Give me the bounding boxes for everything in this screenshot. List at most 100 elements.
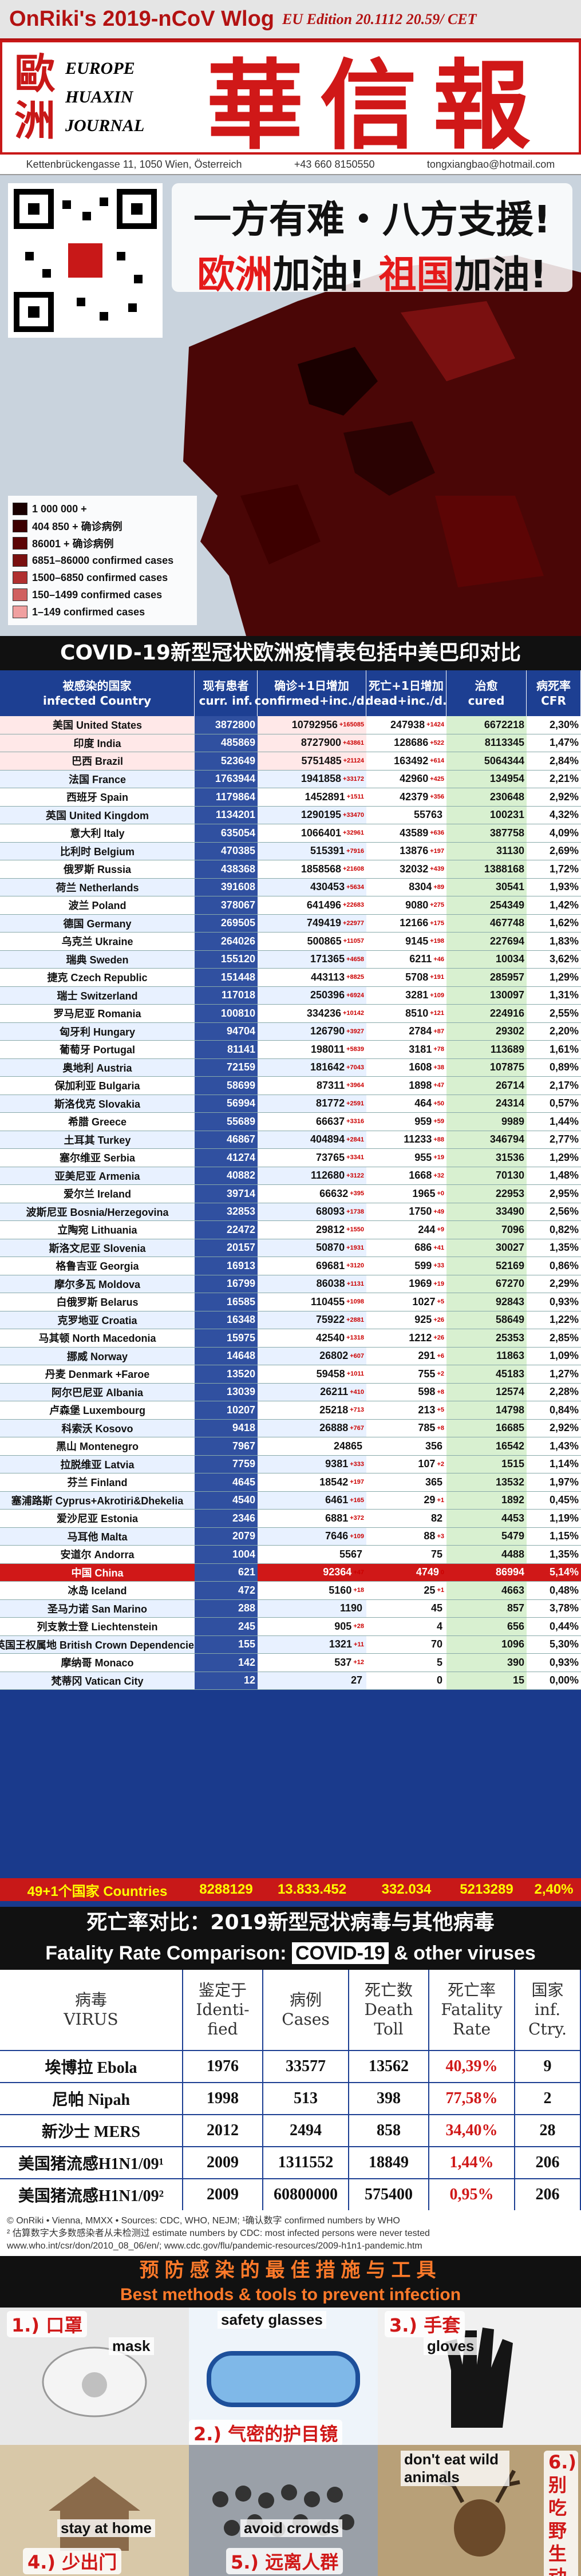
current-cell: 155120 — [195, 950, 258, 968]
confirmed-cell-value: 1190 — [339, 1602, 362, 1614]
current-cell-value: 4645 — [232, 1476, 255, 1488]
current-cell: 100810 — [195, 1005, 258, 1022]
cfr-cell: 1,19% — [527, 1510, 581, 1527]
dead-cell: 356 — [366, 1437, 446, 1455]
confirmed-cell-value: 1452891 — [305, 791, 345, 803]
dead-cell-increase: +9 — [437, 1226, 444, 1234]
confirmed-cell: 1290195 +33470 — [258, 807, 366, 824]
dead-cell: 291 +6 — [366, 1347, 446, 1365]
table-row: 亚美尼亚 Armenia 40882 112680 +3122 1668 +32 70130… — [0, 1167, 581, 1185]
current-cell-value: 16913 — [226, 1259, 255, 1271]
confirmed-cell-increase: +43861 — [342, 739, 364, 746]
cfr-cell-value: 0,45% — [549, 1494, 579, 1506]
current-cell: 117018 — [195, 986, 258, 1004]
country-cell: 奥地利 Austria — [0, 1059, 195, 1077]
dead-cell-value: 959 — [414, 1115, 432, 1127]
dead-cell: 11233 +88 — [366, 1131, 446, 1148]
table-row: 瑞典 Sweden 155120 171365 +4658 6211 +46 10034 3,… — [0, 950, 581, 969]
current-cell: 523649 — [195, 752, 258, 770]
qr-code[interactable] — [8, 183, 163, 338]
country-cell: 摩纳哥 Monaco — [0, 1654, 195, 1672]
cured-cell: 7096 — [446, 1221, 527, 1239]
confirmed-cell-value: 1321 — [329, 1638, 352, 1650]
country-cell: 梵蒂冈 Vatican City — [0, 1672, 195, 1690]
dead-cell-increase: +614 — [430, 757, 444, 765]
current-cell-value: 12 — [243, 1674, 255, 1686]
cured-cell-value: 92843 — [495, 1295, 524, 1307]
confirmed-cell-increase: +47 — [353, 1568, 364, 1576]
cfr-cell-value: 1,44% — [549, 1115, 579, 1127]
current-cell-value: 14648 — [226, 1350, 255, 1362]
confirmed-cell-increase: +6924 — [346, 991, 364, 999]
confirmed-cell-increase: +165 — [350, 1496, 364, 1504]
country-cell: 乌克兰 Ukraine — [0, 933, 195, 950]
country-cell: 黑山 Montenegro — [0, 1437, 195, 1455]
confirmed-cell-value: 8727900 — [301, 737, 341, 749]
confirmed-cell: 171365 +4658 — [258, 951, 366, 969]
cured-cell: 1892 — [446, 1491, 527, 1509]
confirmed-cell-value: 73765 — [316, 1151, 345, 1163]
fatality-title-covid: COVID-19 — [291, 1942, 389, 1964]
legend-item: 1500–6850 confirmed cases — [13, 569, 192, 586]
fatality-title-en: Fatality Rate Comparison: COVID-19 & oth… — [0, 1939, 581, 1967]
country-cell: 白俄罗斯 Belarus — [0, 1293, 195, 1311]
source-note-2: ² 估算数字大多数感染者从未检测过 estimate numbers by CD… — [7, 2229, 430, 2251]
current-cell: 472 — [195, 1582, 258, 1599]
current-cell: 1763944 — [195, 770, 258, 788]
legend-item: 150–1499 confirmed cases — [13, 586, 192, 603]
country-cell-value: 马耳他 Malta — [67, 1531, 128, 1543]
fhdr-rate-cn: 死亡率 — [447, 1981, 496, 2000]
dead-cell-increase: +19 — [433, 1280, 444, 1287]
confirmed-cell-value: 171365 — [310, 953, 345, 965]
country-cell-value: 爱尔兰 Ireland — [63, 1188, 132, 1200]
confirmed-cell-value: 404894 — [310, 1133, 345, 1145]
dead-cell-increase: +121 — [430, 1010, 444, 1017]
cfr-cell-value: 0,93% — [549, 1295, 579, 1307]
dead-cell: 247938 +1424 — [366, 716, 446, 734]
confirmed-cell-value: 10792956 — [291, 718, 338, 730]
current-cell: 142 — [195, 1654, 258, 1672]
cured-cell-value: 230648 — [489, 791, 524, 803]
country-cell-value: 马其顿 North Macedonia — [38, 1333, 156, 1345]
cured-cell-value: 467748 — [489, 917, 524, 929]
confirmed-cell: 8727900 +43861 — [258, 734, 366, 752]
current-cell: 378067 — [195, 896, 258, 914]
confirmed-cell: 334236 +10142 — [258, 1005, 366, 1022]
confirmed-cell: 18542 +197 — [258, 1473, 366, 1491]
dead-cell: 755 +2 — [366, 1365, 446, 1383]
table-row: 梵蒂冈 Vatican City 12 27 0 15 0,00% — [0, 1672, 581, 1690]
cured-cell: 254349 — [446, 896, 527, 914]
header-country: 被感染的国家 infected Country — [0, 670, 195, 716]
confirmed-cell-increase: +1131 — [346, 1280, 364, 1287]
cured-cell-value: 30027 — [495, 1242, 524, 1254]
current-cell: 1004 — [195, 1546, 258, 1563]
current-cell-value: 13039 — [226, 1386, 255, 1398]
country-cell: 马耳他 Malta — [0, 1528, 195, 1546]
cured-cell: 5479 — [446, 1527, 527, 1545]
dead-cell-increase: +0 — [437, 1190, 444, 1198]
current-cell: 55689 — [195, 1113, 258, 1131]
cured-cell: 10034 — [446, 950, 527, 968]
confirmed-cell: 10792956 +165085 — [258, 716, 366, 734]
confirmed-cell-increase: +767 — [350, 1424, 364, 1432]
cfr-cell: 1,61% — [527, 1041, 581, 1058]
dead-cell: 45 — [366, 1599, 446, 1617]
cfr-cell: 1,83% — [527, 933, 581, 950]
current-cell: 94704 — [195, 1022, 258, 1040]
cured-cell-value: 224916 — [489, 1007, 524, 1019]
country-cell: 波兰 Poland — [0, 896, 195, 914]
current-cell: 16348 — [195, 1311, 258, 1329]
confirmed-cell-value: 641496 — [306, 899, 341, 911]
header-cfr-en: CFR — [541, 694, 566, 708]
phone-text: +43 660 8150550 — [294, 158, 375, 170]
table-row: 捷克 Czech Republic 151448 443113 +8825 5708 +1… — [0, 969, 581, 987]
cfr-cell-value: 1,83% — [549, 935, 579, 947]
header-current-cn: 现有患者 — [203, 679, 249, 693]
header-dead-en: dead+inc./d. — [365, 694, 447, 708]
slogan-line-1: 一方有难・八方支援! — [193, 197, 551, 242]
wildlife-label-en: don't eat wild animals — [401, 2451, 509, 2486]
country-cell-value: 印度 India — [73, 737, 121, 749]
current-cell-value: 155120 — [220, 953, 255, 965]
fatality-row: 新沙士 MERS 2012 2494 858 34,40% 28 — [0, 2114, 581, 2146]
dead-cell: 9080 +275 — [366, 896, 446, 914]
